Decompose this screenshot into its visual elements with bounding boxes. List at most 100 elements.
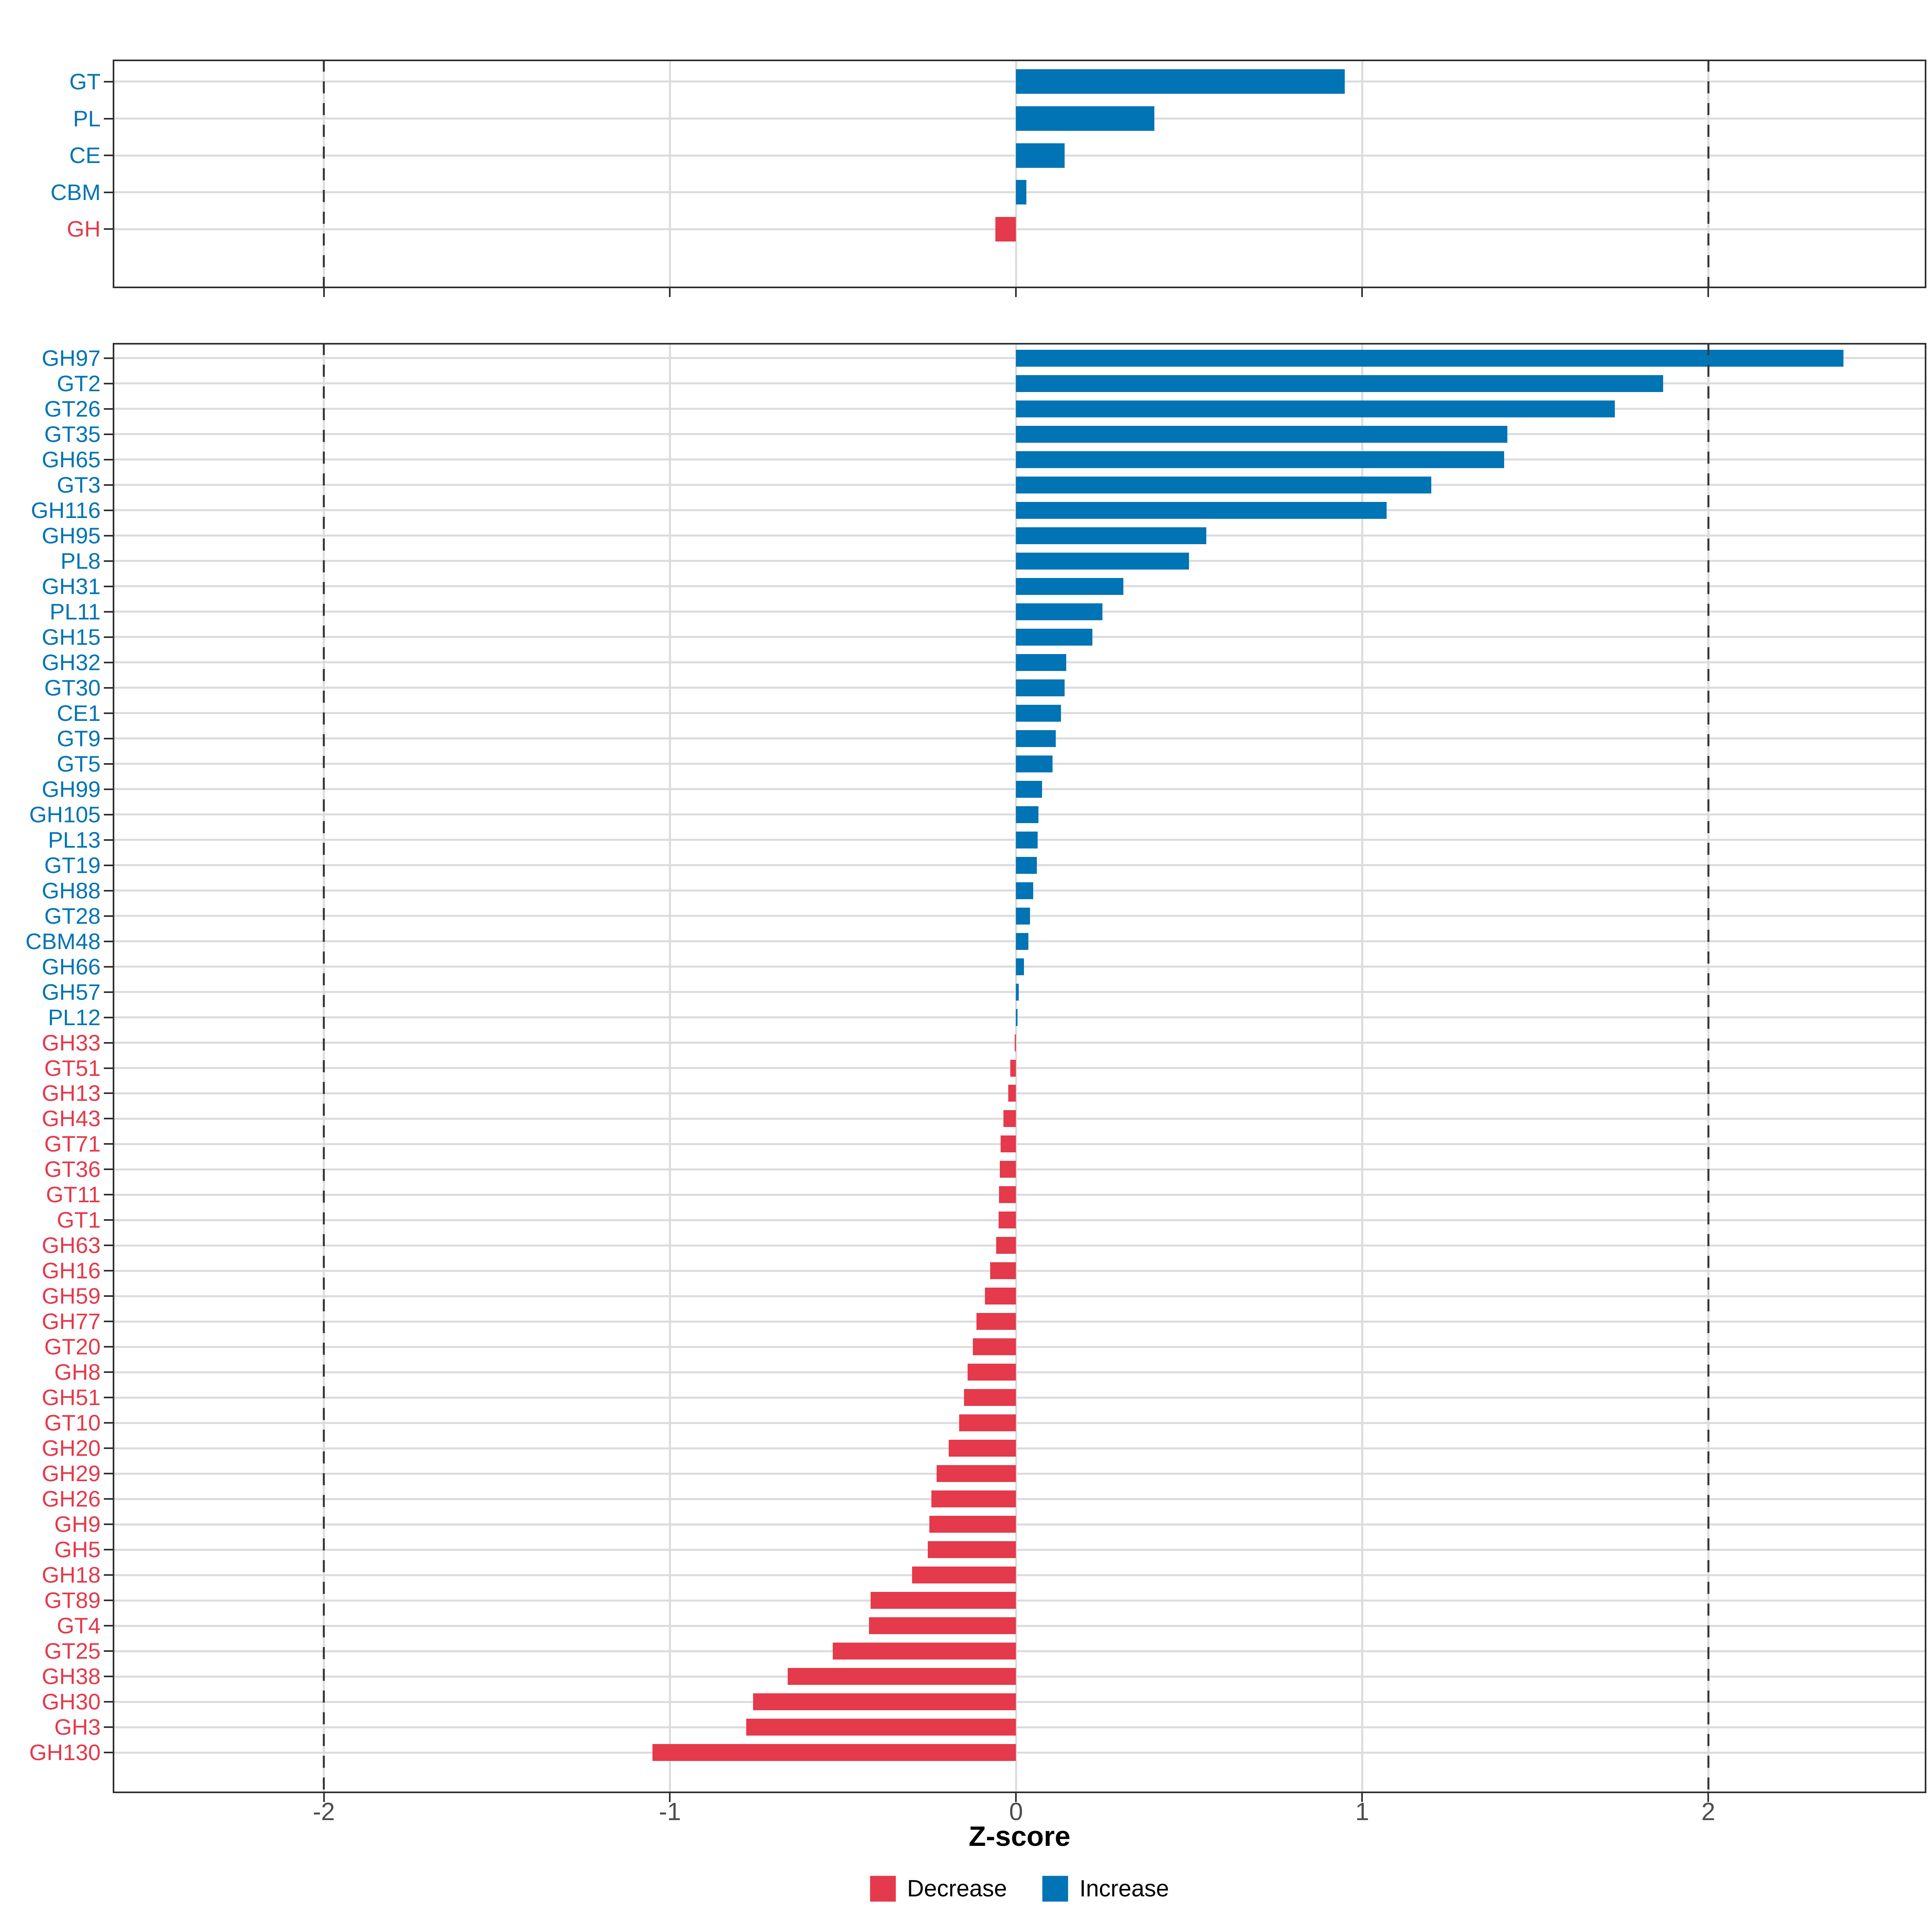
y-axis-tick bbox=[104, 813, 113, 815]
bar-GH31 bbox=[1016, 578, 1123, 595]
y-axis-label-GH26: GH26 bbox=[41, 1486, 101, 1512]
bar-CBM48 bbox=[1016, 933, 1029, 950]
gridline-vertical bbox=[1015, 343, 1017, 1793]
bar-GH9 bbox=[929, 1516, 1016, 1533]
y-axis-tick bbox=[104, 839, 113, 841]
gridline-vertical bbox=[669, 60, 671, 288]
gridline-horizontal bbox=[113, 228, 1926, 230]
y-axis-label-GT5: GT5 bbox=[57, 751, 101, 776]
y-axis-label-GH15: GH15 bbox=[41, 624, 101, 650]
y-axis-tick bbox=[104, 1194, 113, 1196]
bar-GT3 bbox=[1016, 476, 1432, 493]
bar-GH33 bbox=[1014, 1034, 1016, 1051]
gridline-horizontal bbox=[113, 1244, 1926, 1247]
y-axis-tick bbox=[104, 80, 113, 83]
y-axis-tick bbox=[104, 1600, 113, 1602]
y-axis-tick bbox=[104, 484, 113, 486]
bar-GT35 bbox=[1016, 425, 1508, 443]
y-axis-tick bbox=[104, 1422, 113, 1424]
y-axis-tick bbox=[104, 737, 113, 739]
y-axis-tick bbox=[104, 1676, 113, 1678]
bar-GH26 bbox=[931, 1490, 1016, 1508]
gridline-horizontal bbox=[113, 1320, 1926, 1323]
gridline-horizontal bbox=[113, 1371, 1926, 1373]
bar-GH95 bbox=[1016, 527, 1207, 544]
legend-label-increase: Increase bbox=[1079, 1875, 1169, 1902]
y-axis-label-GH63: GH63 bbox=[41, 1232, 101, 1258]
y-axis-tick bbox=[104, 1295, 113, 1297]
x-axis-tick-label-2: 2 bbox=[1701, 1798, 1715, 1826]
gridline-horizontal bbox=[113, 1650, 1926, 1652]
y-axis-tick bbox=[104, 560, 113, 562]
bar-GT10 bbox=[959, 1414, 1016, 1432]
y-axis-label-GH66: GH66 bbox=[41, 954, 101, 979]
gridline-horizontal bbox=[113, 1701, 1926, 1703]
y-axis-tick bbox=[104, 382, 113, 384]
y-axis-tick bbox=[104, 1473, 113, 1475]
x-axis-tick bbox=[1015, 1793, 1017, 1802]
bar-GT51 bbox=[1010, 1059, 1016, 1077]
bar-PL11 bbox=[1016, 603, 1103, 620]
gridline-vertical bbox=[1361, 343, 1363, 1793]
bar-GT25 bbox=[832, 1643, 1016, 1660]
y-axis-label-GH51: GH51 bbox=[41, 1385, 101, 1410]
bar-GT11 bbox=[999, 1186, 1016, 1203]
y-axis-tick bbox=[104, 1067, 113, 1069]
y-axis-label-GT28: GT28 bbox=[44, 903, 101, 929]
gridline-horizontal bbox=[113, 1193, 1926, 1196]
y-axis-label-GH3: GH3 bbox=[54, 1714, 101, 1740]
y-axis-tick bbox=[104, 1219, 113, 1221]
bar-GH20 bbox=[948, 1440, 1016, 1457]
y-axis-label-GT3: GT3 bbox=[57, 472, 101, 497]
bar-GT20 bbox=[972, 1338, 1016, 1356]
y-axis-label-GT9: GT9 bbox=[57, 725, 101, 751]
y-axis-label-PL8: PL8 bbox=[60, 548, 101, 574]
x-axis-tick-label-0: 0 bbox=[1009, 1798, 1023, 1826]
y-axis-tick bbox=[104, 1447, 113, 1449]
y-axis-tick bbox=[104, 1092, 113, 1094]
gridline-horizontal bbox=[113, 1092, 1926, 1094]
y-axis-tick bbox=[104, 1118, 113, 1120]
y-axis-label-CBM: CBM bbox=[50, 179, 101, 205]
y-axis-label-GH32: GH32 bbox=[41, 649, 101, 675]
gridline-horizontal bbox=[113, 1624, 1926, 1627]
bar-GT89 bbox=[871, 1592, 1016, 1609]
y-axis-tick bbox=[104, 1498, 113, 1500]
gridline-horizontal bbox=[113, 1067, 1926, 1069]
bar-PL8 bbox=[1016, 552, 1189, 570]
y-axis-tick bbox=[104, 915, 113, 917]
bar-GT bbox=[1016, 69, 1345, 94]
y-axis-tick bbox=[104, 1523, 113, 1525]
bar-GT19 bbox=[1016, 857, 1037, 874]
x-axis-tick bbox=[1361, 1793, 1363, 1802]
y-axis-label-GH13: GH13 bbox=[41, 1080, 101, 1106]
bar-GH65 bbox=[1016, 451, 1504, 468]
legend-item-decrease: Decrease bbox=[870, 1875, 1007, 1902]
y-axis-label-PL12: PL12 bbox=[48, 1004, 101, 1030]
x-axis-tick bbox=[323, 1793, 325, 1802]
y-axis-label-GH59: GH59 bbox=[41, 1283, 101, 1309]
bar-GH77 bbox=[976, 1313, 1016, 1330]
dashed-reference-line bbox=[323, 343, 325, 1793]
y-axis-tick bbox=[104, 1549, 113, 1551]
y-axis-tick bbox=[104, 1371, 113, 1373]
y-axis-label-CBM48: CBM48 bbox=[25, 928, 101, 954]
y-axis-label-GT10: GT10 bbox=[44, 1410, 101, 1436]
bar-GT9 bbox=[1016, 730, 1056, 747]
y-axis-tick bbox=[104, 408, 113, 410]
x-axis-tick-label-1: 1 bbox=[1355, 1798, 1369, 1826]
y-axis-label-CE: CE bbox=[69, 142, 101, 168]
y-axis-label-GH99: GH99 bbox=[41, 776, 101, 802]
y-axis-label-GT: GT bbox=[69, 68, 101, 94]
bar-GH51 bbox=[964, 1389, 1016, 1406]
x-axis-tick bbox=[1707, 288, 1709, 297]
increase-color-swatch bbox=[1042, 1876, 1068, 1901]
y-axis-tick bbox=[104, 940, 113, 942]
gridline-horizontal bbox=[113, 1346, 1926, 1348]
bar-GT71 bbox=[1000, 1135, 1016, 1153]
bar-GH30 bbox=[753, 1693, 1016, 1711]
gridline-horizontal bbox=[113, 1447, 1926, 1449]
bar-GH88 bbox=[1016, 882, 1033, 899]
bar-PL12 bbox=[1016, 1009, 1018, 1026]
x-axis-tick bbox=[669, 1793, 671, 1802]
